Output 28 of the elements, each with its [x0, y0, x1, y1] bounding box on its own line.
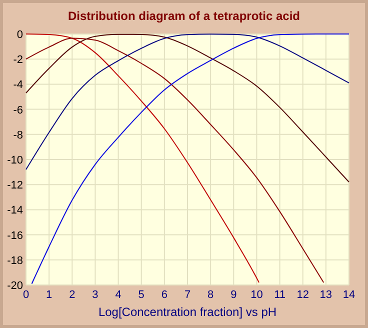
x-tick-label: 6 — [161, 289, 168, 301]
x-tick-label: 9 — [230, 289, 237, 301]
x-tick-label: 14 — [342, 289, 356, 301]
x-tick-label: 12 — [296, 289, 309, 301]
x-axis-title: Log[Concentration fraction] vs pH — [98, 305, 277, 319]
x-tick-label: 10 — [250, 289, 263, 301]
x-tick-label: 4 — [115, 289, 122, 301]
y-tick-label: -18 — [7, 254, 23, 267]
y-tick-label: -16 — [7, 230, 23, 242]
chart-title: Distribution diagram of a tetraprotic acid — [68, 9, 300, 23]
y-tick-label: -10 — [7, 154, 23, 166]
x-tick-label: 13 — [320, 289, 332, 301]
y-tick-label: -20 — [7, 280, 23, 292]
x-tick-label: 7 — [184, 289, 191, 301]
line-series — [26, 34, 260, 283]
x-tick-label: 5 — [138, 289, 144, 301]
y-tick-label: -12 — [7, 180, 23, 192]
x-tick-label: 3 — [92, 289, 98, 301]
y-tick-label: 0 — [16, 29, 23, 41]
y-tick-label: -4 — [13, 79, 23, 92]
x-tick-label: 8 — [208, 289, 214, 301]
x-tick-label: 2 — [69, 289, 76, 301]
y-tick-label: -6 — [13, 104, 23, 116]
y-tick-label: -8 — [13, 129, 23, 142]
y-tick-label: -2 — [13, 54, 23, 66]
y-tick-label: -14 — [7, 204, 23, 217]
x-tick-label: 11 — [274, 289, 286, 301]
x-tick-label: 1 — [46, 289, 52, 301]
